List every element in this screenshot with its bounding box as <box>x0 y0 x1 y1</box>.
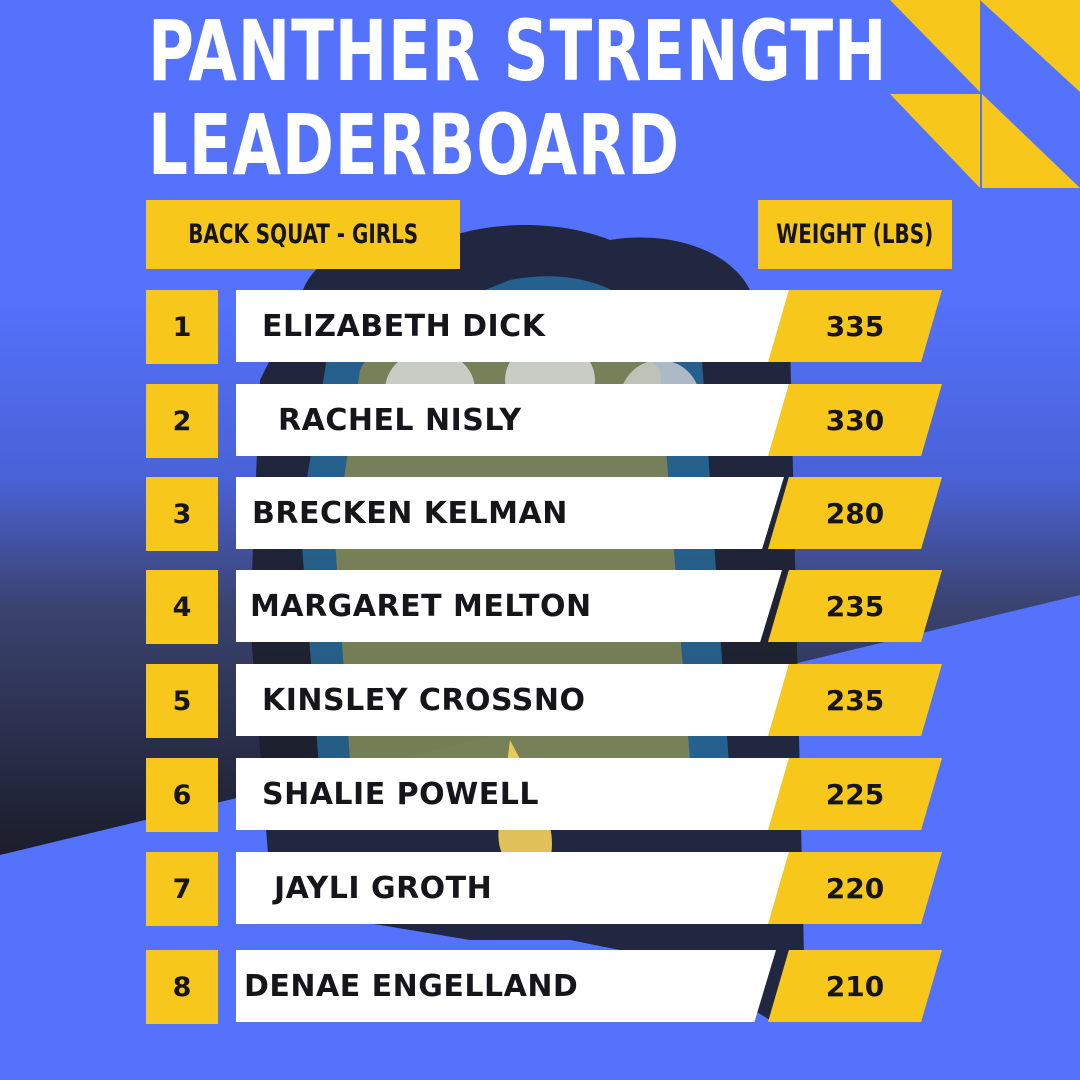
leaderboard-row: 4 MARGARET MELTON 235 <box>0 570 1080 644</box>
athlete-name: JAYLI GROTH <box>236 852 806 924</box>
athlete-name: KINSLEY CROSSNO <box>236 664 794 736</box>
weight-value: 330 <box>768 384 942 456</box>
weight-value: 210 <box>768 950 942 1022</box>
leaderboard-row: 6 SHALIE POWELL 225 <box>0 758 1080 832</box>
weight-header: WEIGHT (LBS) <box>758 200 952 269</box>
weight-value: 220 <box>768 852 942 924</box>
corner-triangles-decoration <box>890 0 1080 188</box>
weight-value: 280 <box>768 477 942 549</box>
event-header-label: BACK SQUAT - GIRLS <box>188 219 418 250</box>
event-header: BACK SQUAT - GIRLS <box>146 200 460 269</box>
rank-number: 5 <box>146 664 218 738</box>
athlete-name: SHALIE POWELL <box>236 758 794 830</box>
weight-header-label: WEIGHT (LBS) <box>776 219 934 250</box>
rank-number: 2 <box>146 384 218 458</box>
athlete-name: DENAE ENGELLAND <box>236 950 776 1022</box>
athlete-name: BRECKEN KELMAN <box>236 477 784 549</box>
weight-value: 335 <box>768 290 942 362</box>
weight-value: 235 <box>768 664 942 736</box>
leaderboard-row: 7 JAYLI GROTH 220 <box>0 852 1080 926</box>
rank-number: 4 <box>146 570 218 644</box>
athlete-name: RACHEL NISLY <box>236 384 810 456</box>
rank-number: 6 <box>146 758 218 832</box>
title-line-2: LEADERBOARD <box>148 96 680 194</box>
rank-number: 7 <box>146 852 218 926</box>
leaderboard-row: 5 KINSLEY CROSSNO 235 <box>0 664 1080 738</box>
weight-value: 235 <box>768 570 942 642</box>
page-title: PANTHER STRENGTH LEADERBOARD <box>148 4 887 192</box>
rank-number: 8 <box>146 950 218 1024</box>
leaderboard-row: 3 BRECKEN KELMAN 280 <box>0 477 1080 551</box>
rank-number: 3 <box>146 477 218 551</box>
leaderboard-row: 1 ELIZABETH DICK 335 <box>0 290 1080 364</box>
leaderboard-row: 8 DENAE ENGELLAND 210 <box>0 950 1080 1024</box>
weight-value: 225 <box>768 758 942 830</box>
rank-number: 1 <box>146 290 218 364</box>
title-line-1: PANTHER STRENGTH <box>148 2 888 100</box>
athlete-name: MARGARET MELTON <box>236 570 782 642</box>
leaderboard-row: 2 RACHEL NISLY 330 <box>0 384 1080 458</box>
athlete-name: ELIZABETH DICK <box>236 290 794 362</box>
